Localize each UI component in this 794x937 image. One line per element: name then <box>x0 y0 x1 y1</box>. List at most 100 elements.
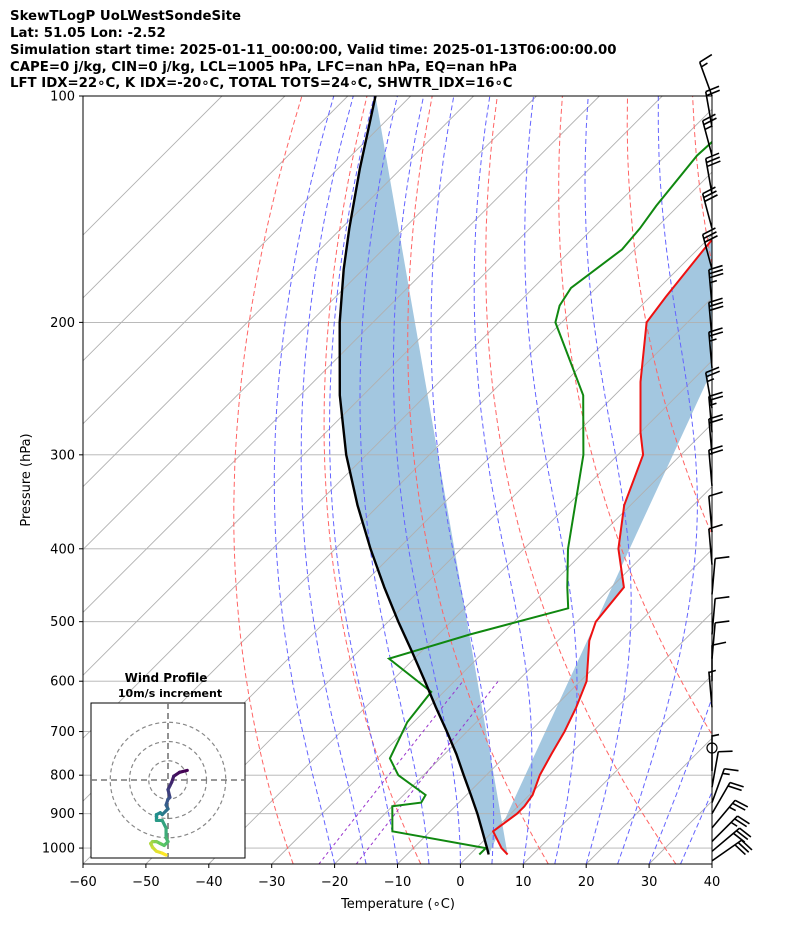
wind-barb-flag <box>706 156 721 164</box>
isotherm-gridline <box>648 800 712 864</box>
header-indices-2: LFT IDX=22∘C, K IDX=-20∘C, TOTAL TOTS=24… <box>10 76 513 91</box>
dry-adiabat <box>558 96 712 736</box>
wind-barb-flag <box>708 301 724 308</box>
wind-barb-half-flag <box>709 402 717 407</box>
wind-barb <box>711 641 727 682</box>
wind-barb-flag <box>708 391 723 398</box>
wind-barb-staff <box>711 782 731 815</box>
hodograph-segment <box>160 851 168 857</box>
wind-barb-flag <box>734 818 748 828</box>
wind-barb <box>711 556 730 595</box>
y-tick-label: 100 <box>50 90 75 105</box>
wind-barb-staff <box>708 332 713 369</box>
wind-barb <box>711 839 753 862</box>
wind-barbs <box>698 53 753 862</box>
wind-barb-flag <box>711 641 727 647</box>
moist-adiabat <box>328 96 398 864</box>
isotherm-gridline <box>83 96 663 676</box>
wind-barb-flag <box>724 767 739 772</box>
dry-adiabat <box>485 96 677 864</box>
hodograph-subtitle: 10m/s increment <box>118 687 222 700</box>
wind-barb-flag <box>706 89 721 97</box>
x-tick-label: −50 <box>132 875 159 890</box>
y-tick-label: 200 <box>50 316 75 331</box>
wind-barb-staff <box>711 558 716 595</box>
dry-adiabat <box>758 96 794 864</box>
wind-barb <box>708 669 717 708</box>
wind-barb-staff <box>701 120 713 156</box>
wind-barb-flag <box>703 231 717 240</box>
isotherm-gridline <box>522 674 712 864</box>
wind-barb <box>708 523 723 565</box>
wind-barb-flag <box>737 815 750 825</box>
calm-wind-marker <box>706 742 718 754</box>
wind-barb <box>708 391 724 433</box>
y-tick-label: 500 <box>50 615 75 630</box>
y-tick-label: 400 <box>50 542 75 557</box>
wind-barb-flag <box>706 160 721 168</box>
wind-barb-staff <box>708 396 713 433</box>
isotherm-gridline <box>208 360 712 864</box>
isotherm-gridline <box>271 423 712 864</box>
wind-barb-flag <box>708 417 724 424</box>
adiabat-lines <box>233 96 794 864</box>
x-axis-label: Temperature (∘C) <box>340 897 455 912</box>
wind-barb-flag <box>727 785 742 792</box>
wind-barb <box>701 227 718 270</box>
wind-barb-staff <box>708 496 713 533</box>
wind-barb-flag <box>708 331 724 337</box>
wind-barb-flag <box>715 556 730 560</box>
wind-barb-flag <box>708 395 724 402</box>
wind-barb-staff <box>711 598 716 635</box>
moist-adiabat <box>680 790 712 864</box>
wind-barb-flag <box>705 152 720 160</box>
wind-barb-flag <box>705 85 720 93</box>
isotherm-gridline <box>83 96 474 488</box>
x-tick-label: −40 <box>195 875 222 890</box>
x-tick-label: −10 <box>384 875 411 890</box>
wind-barb-staff <box>708 269 713 306</box>
isotherm-gridline <box>83 96 349 362</box>
wind-barb-half-flag <box>728 806 737 812</box>
wind-barb-flag <box>740 839 753 851</box>
isotherm-gridline <box>83 96 412 425</box>
wind-barb-flag <box>715 596 730 600</box>
moist-adiabat <box>359 96 430 864</box>
wind-barb <box>711 596 730 635</box>
moist-adiabat <box>584 96 632 864</box>
isotherm-gridline <box>83 96 223 236</box>
wind-barb-half-flag <box>709 279 718 284</box>
x-tick-label: 40 <box>704 875 721 890</box>
wind-barb <box>708 491 723 533</box>
isotherm-gridline <box>83 96 600 614</box>
wind-barb-half-flag <box>711 733 720 737</box>
wind-barb-staff <box>701 193 713 229</box>
header-times: Simulation start time: 2025-01-11_00:00:… <box>10 43 617 58</box>
y-tick-label: 1000 <box>42 842 75 857</box>
wind-barb-half-flag <box>704 125 712 131</box>
header-title: SkewTLogP UoLWestSondeSite <box>10 9 242 24</box>
isotherm-gridline <box>711 863 712 864</box>
x-tick-label: −60 <box>69 875 96 890</box>
wind-barb-staff <box>708 528 713 565</box>
wind-barb-flag <box>703 117 717 126</box>
y-tick-label: 900 <box>50 807 75 822</box>
wind-barb-flag <box>708 523 723 530</box>
wind-barb-half-flag <box>707 378 715 383</box>
wind-barb-flag <box>729 781 744 788</box>
wind-barb-flag <box>703 190 717 199</box>
y-axis-label: Pressure (hPa) <box>19 433 34 526</box>
cape-shaded-area <box>339 96 712 855</box>
y-tick-label: 600 <box>50 675 75 690</box>
wind-barb <box>711 781 744 815</box>
wind-barb-staff <box>711 799 736 829</box>
wind-barb-flag <box>704 235 718 243</box>
wind-barb <box>711 815 750 843</box>
cape-area <box>339 96 712 855</box>
axis-ticks: −60 −50 −40 −30 −20 −10 0 10 20 30 40 100 200 300 400 5… <box>42 90 720 891</box>
isotherm-gridline <box>145 297 712 864</box>
wind-barb-staff <box>711 751 720 788</box>
moist-adiabat <box>648 696 712 864</box>
x-tick-label: 30 <box>641 875 658 890</box>
